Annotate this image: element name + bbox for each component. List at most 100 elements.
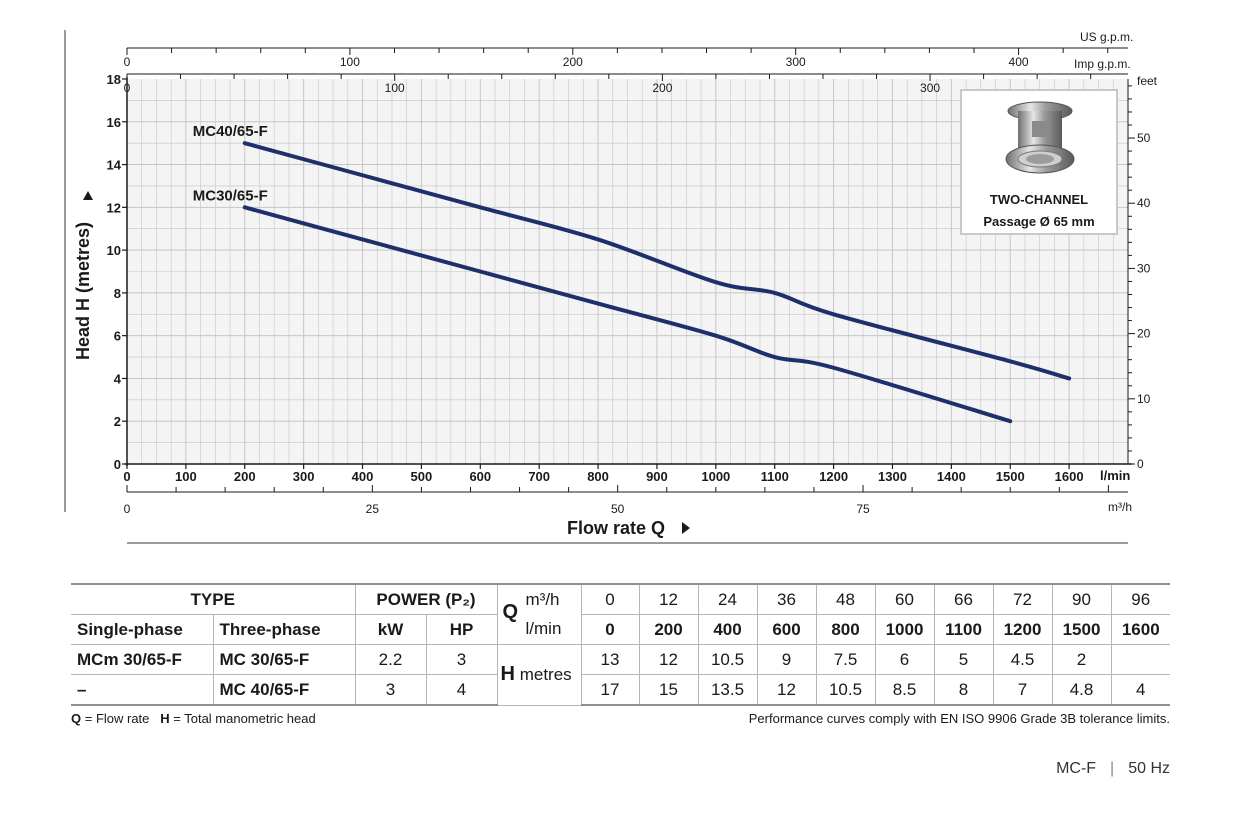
imp-gpm-tick-label: 200 bbox=[652, 81, 672, 95]
impeller-info-box: TWO-CHANNEL Passage Ø 65 mm bbox=[960, 89, 1118, 235]
q-lmin-cell: 1500 bbox=[1051, 614, 1112, 645]
h-key: H bbox=[160, 711, 170, 726]
h-value: 7 bbox=[992, 674, 1053, 706]
feet-tick-label: 10 bbox=[1137, 392, 1151, 406]
x-tick-label: 1400 bbox=[937, 469, 966, 484]
m3h-tick-label: 50 bbox=[611, 502, 625, 516]
y-axis-arrow-icon bbox=[83, 191, 93, 200]
x-tick-label: 800 bbox=[587, 469, 609, 484]
us-gpm-tick-label: 300 bbox=[786, 55, 806, 69]
feet-tick-label: 30 bbox=[1137, 261, 1151, 275]
q-lmin-cell: 200 bbox=[638, 614, 699, 645]
x-tick-label: 1600 bbox=[1055, 469, 1084, 484]
x-tick-label: 100 bbox=[175, 469, 197, 484]
x-tick-label: 600 bbox=[469, 469, 491, 484]
x-tick-label: 200 bbox=[234, 469, 256, 484]
q-key: Q bbox=[71, 711, 82, 726]
lmin-label: l/min bbox=[525, 619, 562, 638]
impeller-icon bbox=[1005, 101, 1075, 174]
three-phase-header: Three-phase bbox=[212, 614, 356, 645]
hp-value: 4 bbox=[425, 674, 498, 706]
x-tick-label: 400 bbox=[352, 469, 374, 484]
feet-unit: feet bbox=[1137, 74, 1158, 88]
q-lmin-cell: 1100 bbox=[933, 614, 994, 645]
h-value: 13.5 bbox=[697, 674, 758, 706]
imp-gpm-tick-label: 0 bbox=[124, 81, 131, 95]
hp-value: 3 bbox=[425, 644, 498, 675]
y-tick-label: 0 bbox=[114, 457, 121, 472]
legend-note: Q = Flow rate H = Total manometric head bbox=[71, 711, 316, 726]
y-tick-label: 16 bbox=[107, 115, 121, 130]
single-phase-model: – bbox=[71, 674, 214, 706]
table-row: MCm 30/65-F MC 30/65-F 2.2 3 H metres 13… bbox=[71, 644, 1171, 706]
three-phase-model: MC 40/65-F bbox=[212, 674, 356, 706]
us-gpm-tick-label: 100 bbox=[340, 55, 360, 69]
x-tick-label: 1100 bbox=[761, 469, 789, 484]
tolerance-note: Performance curves comply with EN ISO 99… bbox=[748, 711, 1170, 726]
h-label-cell: H metres bbox=[496, 644, 582, 706]
y-tick-label: 18 bbox=[107, 72, 121, 87]
feet-tick-label: 50 bbox=[1137, 131, 1151, 145]
q-lmin-cell: 1200 bbox=[992, 614, 1053, 645]
y-tick-label: 4 bbox=[114, 371, 122, 386]
h-value: 2 bbox=[1051, 644, 1112, 675]
kw-header: kW bbox=[354, 614, 427, 645]
model-family: MC-F bbox=[1056, 760, 1097, 777]
h-label: H bbox=[500, 663, 515, 686]
q-m3h-cell: 72 bbox=[992, 583, 1053, 615]
x-tick-label: 700 bbox=[528, 469, 550, 484]
x-tick-label: 1500 bbox=[996, 469, 1025, 484]
q-lmin-cell: 400 bbox=[697, 614, 758, 645]
imp-gpm-tick-label: 300 bbox=[920, 81, 940, 95]
axes bbox=[122, 47, 1135, 493]
x-tick-label: 500 bbox=[411, 469, 433, 484]
q-m3h-cell: 12 bbox=[638, 583, 699, 615]
m3h-unit: m³/h bbox=[1108, 500, 1132, 514]
us-gpm-tick-label: 0 bbox=[124, 55, 131, 69]
m3h-tick-label: 75 bbox=[856, 502, 870, 516]
feet-tick-label: 40 bbox=[1137, 196, 1151, 210]
x-tick-label: 0 bbox=[123, 469, 130, 484]
q-m3h-cell: 24 bbox=[697, 583, 758, 615]
x-tick-label: 300 bbox=[293, 469, 315, 484]
series-label-2: MC30/65-F bbox=[193, 187, 268, 204]
us-gpm-tick-label: 200 bbox=[563, 55, 583, 69]
type-header: TYPE bbox=[71, 583, 356, 615]
feet-tick-label: 0 bbox=[1137, 457, 1144, 471]
q-m3h-cell: 36 bbox=[756, 583, 817, 615]
h-value: 8 bbox=[933, 674, 994, 706]
q-m3h-cell: 48 bbox=[815, 583, 876, 615]
us-gpm-unit: US g.p.m. bbox=[1080, 30, 1133, 44]
impeller-type-label: TWO-CHANNEL bbox=[989, 192, 1089, 207]
x-axis-arrow-icon bbox=[682, 522, 690, 534]
passage-size-label: Passage Ø 65 mm bbox=[983, 214, 1095, 229]
y-tick-label: 10 bbox=[107, 243, 121, 258]
three-phase-model: MC 30/65-F bbox=[212, 644, 356, 675]
series-line-1 bbox=[242, 141, 1072, 381]
h-value: 5 bbox=[933, 644, 994, 675]
separator: | bbox=[1110, 760, 1115, 777]
q-lmin-cell: 600 bbox=[756, 614, 817, 645]
q-lmin-cell: 1000 bbox=[874, 614, 935, 645]
h-value: 12 bbox=[638, 644, 699, 675]
x-axis-title: Flow rate Q bbox=[567, 518, 665, 538]
m3h-tick-label: 0 bbox=[124, 502, 131, 516]
q-lmin-cell: 800 bbox=[815, 614, 876, 645]
h-value: 12 bbox=[756, 674, 817, 706]
y-tick-label: 2 bbox=[114, 414, 121, 429]
y-axis-title: Head H (metres) bbox=[73, 222, 93, 360]
series-line-2 bbox=[242, 205, 1013, 424]
m3h-label: m³/h bbox=[525, 590, 560, 609]
feet-tick-label: 20 bbox=[1137, 327, 1151, 341]
h-value bbox=[1110, 644, 1171, 675]
q-label-cell: Q m³/h l/min bbox=[496, 583, 582, 645]
h-value: 6 bbox=[874, 644, 935, 675]
y-tick-label: 14 bbox=[107, 158, 122, 173]
q-m3h-cell: 66 bbox=[933, 583, 994, 615]
h-value: 10.5 bbox=[697, 644, 758, 675]
h-value: 4.5 bbox=[992, 644, 1053, 675]
x-tick-label: 1000 bbox=[701, 469, 730, 484]
us-gpm-tick-label: 400 bbox=[1009, 55, 1029, 69]
